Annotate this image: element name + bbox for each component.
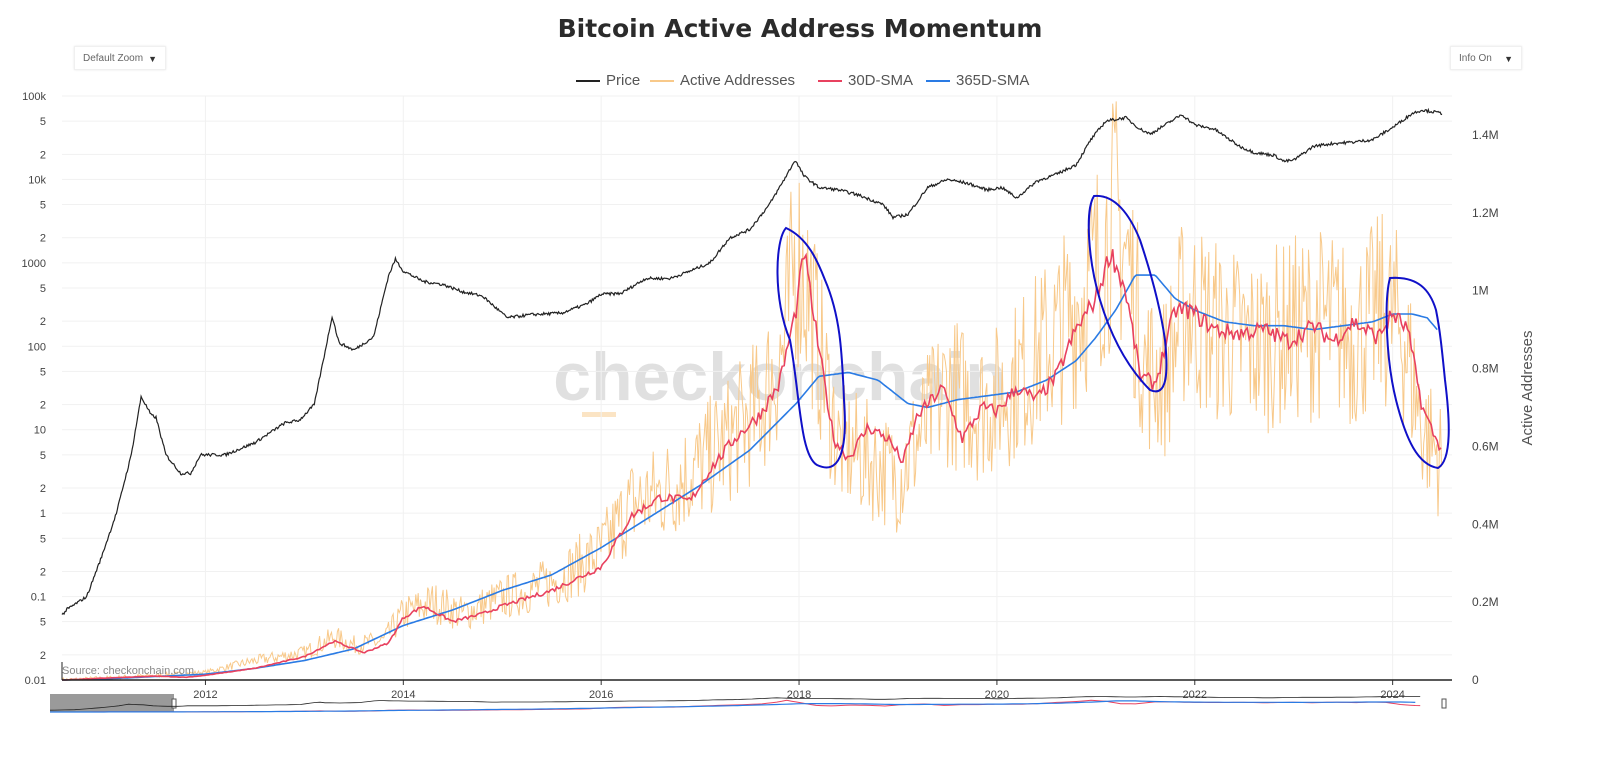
legend: Price Active Addresses 30D-SMA 365D-SMA — [0, 68, 1600, 94]
series-layer — [61, 101, 1450, 681]
y-tick-label-left: 5 — [40, 450, 46, 462]
legend-swatch — [818, 80, 842, 82]
y-tick-label-left: 5 — [40, 617, 46, 629]
y-tick-label-right: 1.2M — [1472, 206, 1499, 220]
legend-label: Active Addresses — [680, 72, 796, 89]
x-tick-label: 2016 — [589, 689, 613, 701]
legend-swatch — [926, 80, 950, 82]
x-tick-label: 2012 — [193, 689, 217, 701]
zoom-dropdown-label: Default Zoom — [83, 53, 144, 64]
navigator-mask — [50, 694, 174, 712]
navigator-line-365d-sma — [50, 700, 1416, 713]
y-tick-label-left: 2 — [40, 400, 46, 412]
legend-swatch — [576, 80, 600, 82]
y-tick-label-left: 0.01 — [25, 675, 46, 687]
y-tick-label-left: 100k — [22, 91, 46, 103]
x-tick-label: 2014 — [391, 689, 415, 701]
axes: 0.01 2 5 0.1 2 5 1 2 5 10 2 5 100 2 5 1000 2 5 10k 2 5 100k 0 0… — [22, 91, 1499, 701]
y-tick-label-right: 0.6M — [1472, 439, 1499, 453]
y-tick-label-right: 0.4M — [1472, 517, 1499, 531]
navigator-handle-left — [171, 698, 177, 709]
navigator-line-price — [49, 696, 1421, 711]
y-tick-label-left: 2 — [40, 650, 46, 662]
zoom-dropdown[interactable]: Default Zoom ▼ — [74, 46, 166, 70]
y-tick-label-right: 1M — [1472, 284, 1489, 298]
y-tick-label-left: 10k — [28, 174, 46, 186]
legend-label: Price — [606, 72, 641, 89]
chevron-down-icon: ▼ — [1504, 54, 1513, 64]
series-line-price — [61, 107, 1443, 616]
legend-label: 365D-SMA — [956, 72, 1030, 89]
range-navigator — [49, 694, 1447, 713]
x-tick-label: 2018 — [787, 689, 811, 701]
y-tick-label-left: 1 — [40, 508, 46, 520]
y-tick-label-left: 2 — [40, 483, 46, 495]
y-tick-label-left: 2 — [40, 233, 46, 245]
y-tick-label-left: 1000 — [22, 258, 46, 270]
y-tick-label-left: 2 — [40, 566, 46, 578]
info-dropdown-label: Info On — [1459, 53, 1492, 64]
source-label: Source: checkonchain.com — [62, 665, 194, 677]
x-tick-label: 2022 — [1183, 689, 1207, 701]
y-tick-label-right: 0.8M — [1472, 362, 1499, 376]
y-tick-label-left: 5 — [40, 366, 46, 378]
navigator-handle-right — [1441, 698, 1447, 709]
y-tick-label-left: 2 — [40, 316, 46, 328]
annotation-circle — [1087, 194, 1168, 393]
series-line-365d-sma — [61, 274, 1438, 681]
y-tick-label-right: 0 — [1472, 673, 1479, 687]
y-tick-label-left: 10 — [34, 425, 46, 437]
y-tick-label-left: 0.1 — [31, 592, 46, 604]
x-tick-label: 2024 — [1380, 689, 1404, 701]
y-tick-label-right: 1.4M — [1472, 128, 1499, 142]
y-axis-right-label: Active Addresses — [1519, 330, 1536, 445]
x-tick-label: 2020 — [985, 689, 1009, 701]
y-tick-label-left: 100 — [28, 341, 46, 353]
y-tick-label-left: 5 — [40, 116, 46, 128]
y-tick-label-left: 5 — [40, 200, 46, 212]
chevron-down-icon: ▼ — [148, 54, 157, 64]
series-line-active-addresses — [61, 101, 1442, 681]
y-tick-label-right: 0.2M — [1472, 595, 1499, 609]
y-tick-label-left: 5 — [40, 533, 46, 545]
series-line-30d-sma — [62, 249, 1442, 681]
y-tick-label-left: 2 — [40, 149, 46, 161]
chart-title: Bitcoin Active Address Momentum — [557, 14, 1043, 43]
info-dropdown[interactable]: Info On ▼ — [1450, 46, 1522, 70]
annotation-circle — [1385, 276, 1450, 470]
annotation-circle — [776, 226, 846, 469]
y-tick-label-left: 5 — [40, 283, 46, 295]
legend-label: 30D-SMA — [848, 72, 914, 89]
watermark-mark — [582, 412, 616, 417]
legend-swatch — [650, 80, 674, 82]
